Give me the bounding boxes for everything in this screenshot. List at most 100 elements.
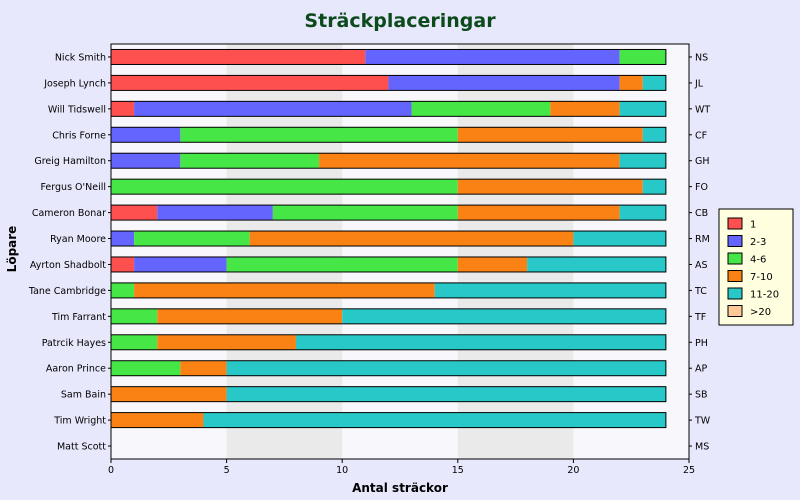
bar-segment (111, 205, 158, 221)
bar-segment (527, 256, 666, 272)
runner-label: Matt Scott (57, 442, 106, 453)
bar-segment (180, 360, 227, 376)
bar-segment (111, 75, 389, 91)
bar-segment (134, 282, 435, 298)
runner-label: Nick Smith (55, 52, 106, 63)
bar-segment (111, 360, 181, 376)
x-tick-label: 20 (567, 465, 579, 476)
bar-segment (388, 75, 620, 91)
runner-label: Sam Bain (61, 390, 106, 401)
bar-segment (619, 153, 666, 169)
runner-label: Fergus O'Neill (40, 182, 106, 193)
bar-segment (111, 412, 204, 428)
bar-segment (457, 205, 620, 221)
y-axis-title: Löpare (5, 226, 19, 273)
bar-segment (434, 282, 666, 298)
bar-segment (272, 205, 458, 221)
chart-title: Sträckplaceringar (304, 10, 496, 32)
bar-segment (157, 308, 343, 324)
bar-segment (550, 101, 620, 117)
legend-label: 11-20 (750, 290, 779, 301)
x-axis-title: Antal sträckor (352, 481, 448, 495)
legend-swatch (727, 305, 743, 317)
bar-segment (342, 308, 666, 324)
legend-swatch (727, 287, 743, 300)
bar-segment (111, 101, 135, 117)
bar-segment (180, 153, 320, 169)
bar-segment (111, 231, 135, 247)
legend-label: >20 (750, 307, 771, 318)
x-tick-label: 5 (224, 465, 230, 476)
bar-segment (134, 231, 250, 247)
runner-label: Cameron Bonar (32, 208, 106, 219)
bar-segment (457, 256, 528, 272)
bar-segment (226, 360, 666, 376)
plot-frame (110, 43, 690, 460)
bar-segment (134, 256, 227, 272)
bar-segment (111, 127, 181, 143)
bar-segment (642, 127, 666, 143)
legend-label: 7-10 (750, 272, 773, 283)
bar-segment (111, 282, 135, 298)
bar-segment (226, 386, 666, 402)
runner-label: Ryan Moore (50, 234, 106, 245)
runner-abbreviation: TF (694, 312, 706, 323)
runner-abbreviation: AP (695, 364, 707, 375)
bar-segment (249, 231, 574, 247)
runner-abbreviation: CB (695, 208, 708, 219)
bar-segment (319, 153, 620, 169)
bar-segment (157, 334, 296, 350)
runner-label: Tane Cambridge (28, 286, 106, 297)
runner-label: Tim Wright (53, 416, 106, 427)
runner-abbreviation: CF (695, 130, 707, 141)
runner-abbreviation: TW (694, 416, 711, 427)
x-tick-label: 10 (336, 465, 348, 476)
runner-abbreviation: TC (694, 286, 707, 297)
runner-label: Tim Farrant (51, 312, 106, 323)
runner-abbreviation: SB (695, 390, 708, 401)
runner-abbreviation: RM (695, 234, 710, 245)
bar-segment (203, 412, 666, 428)
bar-segment (573, 231, 666, 247)
runner-label: Patrcik Hayes (42, 338, 106, 349)
bar-segment (619, 205, 666, 221)
bar-segment (157, 205, 273, 221)
bar-segment (365, 49, 620, 65)
runner-label: Ayrton Shadbolt (30, 260, 106, 271)
bar-segment (111, 153, 181, 169)
bar-segment (642, 179, 666, 195)
legend-swatch (727, 252, 743, 265)
runner-label: Joseph Lynch (43, 78, 106, 89)
runner-abbreviation: GH (695, 156, 710, 167)
bar-segment (111, 49, 366, 65)
runner-abbreviation: MS (695, 442, 709, 453)
runner-abbreviation: NS (695, 52, 708, 63)
bar-segment (226, 256, 458, 272)
runner-abbreviation: AS (695, 260, 708, 271)
bar-segment (111, 334, 158, 350)
runner-abbreviation: FO (695, 182, 708, 193)
bar-segment (457, 127, 643, 143)
legend-label: 4-6 (750, 255, 766, 266)
runner-label: Chris Forne (52, 130, 106, 141)
bar-segment (111, 256, 135, 272)
bar-segment (180, 127, 458, 143)
bar-segment (619, 49, 666, 65)
bar-segment (134, 101, 412, 117)
runner-abbreviation: PH (695, 338, 708, 349)
runner-abbreviation: JL (694, 78, 704, 89)
bar-segment (457, 179, 643, 195)
runner-label: Aaron Prince (46, 364, 106, 375)
runner-label: Greig Hamilton (34, 156, 106, 167)
legend-swatch (727, 217, 743, 230)
x-tick-label: 15 (452, 465, 464, 476)
bar-segment (642, 75, 666, 91)
bar-segment (111, 179, 458, 195)
legend-label: 1 (750, 220, 756, 231)
legend: 1 2-3 4-6 7-10 11-20 >20 (718, 208, 794, 326)
runner-abbreviation: WT (695, 104, 710, 115)
bar-segment (619, 75, 643, 91)
x-tick-label: 25 (683, 465, 695, 476)
plot-area: Nick Smith NS Joseph Lynch JL Will Tidswell W… (28, 43, 711, 476)
runner-label: Will Tidswell (48, 104, 106, 115)
